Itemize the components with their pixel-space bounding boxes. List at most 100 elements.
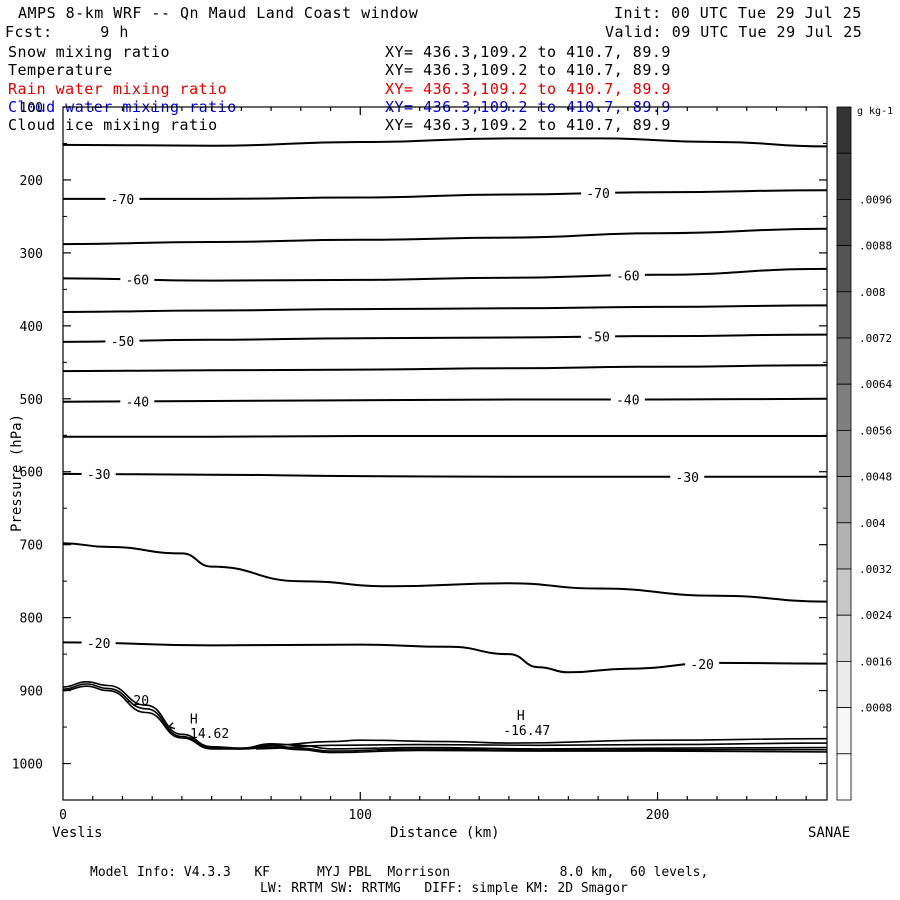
y-tick-label: 800 [20, 612, 43, 627]
terrain-line [62, 680, 828, 750]
contour-label: -70 [586, 187, 609, 202]
terrain-line [256, 742, 828, 750]
x-axis-label: Distance (km) [390, 825, 500, 841]
colorbar-segment [836, 476, 852, 524]
field-xy-range: XY= 436.3,109.2 to 410.7, 89.9 [385, 61, 671, 80]
contour-label: -60 [126, 274, 149, 289]
colorbar-tick-label: .0096 [859, 193, 892, 206]
contour-annotation: -16.47 [503, 724, 550, 739]
field-name: Snow mixing ratio [8, 43, 171, 61]
contour-label: -40 [616, 394, 639, 409]
colorbar-segment [836, 614, 852, 662]
colorbar-segment [836, 661, 852, 709]
forecast-hour: Fcst: 9 h [5, 23, 129, 41]
isotherm-line [62, 434, 827, 438]
field-xy-range: XY= 436.3,109.2 to 410.7, 89.9 [385, 43, 671, 61]
isotherm-line [62, 227, 828, 246]
colorbar-tick-label: .0032 [859, 563, 892, 576]
contour-label-bg [610, 392, 645, 407]
colorbar-tick-label: .0064 [859, 378, 892, 391]
colorbar-segment [836, 753, 852, 801]
colorbar-segment [836, 383, 852, 431]
colorbar-tick-label: .0016 [859, 655, 892, 668]
model-info-line2: LW: RRTM SW: RRTMG DIFF: simple KM: 2D S… [260, 881, 628, 896]
colorbar-tick-label: .008 [859, 286, 886, 299]
contour-label-bg [581, 329, 616, 344]
colorbar-tick-label: .0024 [859, 609, 892, 622]
colorbar-segment [836, 152, 852, 200]
contour-label-bg [105, 334, 140, 349]
y-tick-label: 100 [20, 101, 43, 116]
y-tick-label: 600 [20, 466, 43, 481]
contour-label-bg [120, 272, 155, 287]
isotherm-line [62, 641, 828, 674]
contour-label: -50 [586, 331, 609, 346]
field-name: Rain water mixing ratio [8, 79, 228, 98]
x-tick-label: 0 [59, 808, 67, 823]
colorbar-unit: g kg-1 [857, 106, 893, 117]
x-end-right-label: SANAE [808, 825, 851, 841]
colorbar-segment [836, 291, 852, 339]
isotherm-curves [62, 137, 828, 674]
isotherm-line [62, 333, 828, 343]
contour-label: -30 [87, 468, 110, 483]
colorbar-segment [836, 522, 852, 570]
x-end-left-label: Veslis [52, 825, 103, 841]
contour-label-bg [120, 394, 155, 409]
wind-marker [167, 722, 176, 730]
contour-annotation: H [190, 712, 198, 727]
isotherm-line [62, 304, 828, 313]
contour-label: -60 [616, 269, 639, 284]
contour-label-bg [610, 268, 645, 283]
colorbar-tick-label: .0072 [859, 332, 892, 345]
terrain-line [62, 685, 828, 754]
isotherm-line [62, 267, 828, 282]
colorbar-tick-label: .0048 [859, 471, 892, 484]
model-info-line1: Model Info: V4.3.3 KF MYJ PBL Morrison 8… [90, 865, 709, 880]
y-tick-label: 400 [20, 320, 43, 335]
y-tick-label: 1000 [12, 758, 43, 773]
colorbar: .0096 .0088 .008 .0072 .0064 .0056 .0048 .004 .0… [836, 106, 893, 801]
isotherm-line [62, 137, 828, 148]
y-tick-label: 900 [20, 685, 43, 700]
contour-label: -20 [690, 658, 713, 673]
contour-label-bg [105, 191, 140, 206]
plot-frame [62, 106, 828, 801]
field-name: Cloud ice mixing ratio [8, 116, 218, 135]
valid-time: Valid: 09 UTC Tue 29 Jul 25 [605, 23, 863, 41]
y-axis-label: Pressure (hPa) [9, 413, 26, 533]
y-tick-label: 300 [20, 247, 43, 262]
field-name: Temperature [8, 61, 113, 80]
colorbar-segment [836, 106, 852, 154]
contour-label: -20 [87, 637, 110, 652]
contour-label: -50 [111, 335, 134, 350]
colorbar-segment [836, 707, 852, 755]
y-tick-label: 700 [20, 539, 43, 554]
colorbar-segment [836, 198, 852, 246]
axis-ticks: 100 200 300 400 500 600 700 800 900 1000 0 100 200 [12, 101, 827, 823]
x-tick-label: 100 [349, 808, 372, 823]
contour-label: -30 [676, 471, 699, 486]
contour-labels: -70 -70 -60 -60 -50 -50 -40 -40 -30 -30 -20 -20 -20 H… [81, 186, 720, 742]
colorbar-segment [836, 429, 852, 477]
isotherm-line [62, 364, 828, 373]
colorbar-tick-label: .0008 [859, 702, 892, 715]
terrain-line [62, 683, 827, 752]
contour-label: -40 [126, 395, 149, 410]
colorbar-segment [836, 245, 852, 293]
init-time: Init: 00 UTC Tue 29 Jul 25 [614, 4, 862, 22]
colorbar-segment [836, 568, 852, 616]
contour-annotation: -14.62 [182, 727, 229, 742]
contour-label-bg [81, 467, 116, 482]
isotherm-line [62, 472, 827, 478]
plot-border [62, 106, 828, 801]
isotherm-line [62, 542, 828, 603]
contour-label-bg [685, 656, 720, 671]
contour-annotation: -20 [126, 694, 149, 709]
isotherm-line [62, 397, 828, 403]
isotherm-line [62, 189, 828, 200]
field-xy-range: XY= 436.3,109.2 to 410.7, 89.9 [385, 116, 671, 135]
terrain-curves [62, 680, 828, 754]
contour-label-bg [581, 186, 616, 201]
